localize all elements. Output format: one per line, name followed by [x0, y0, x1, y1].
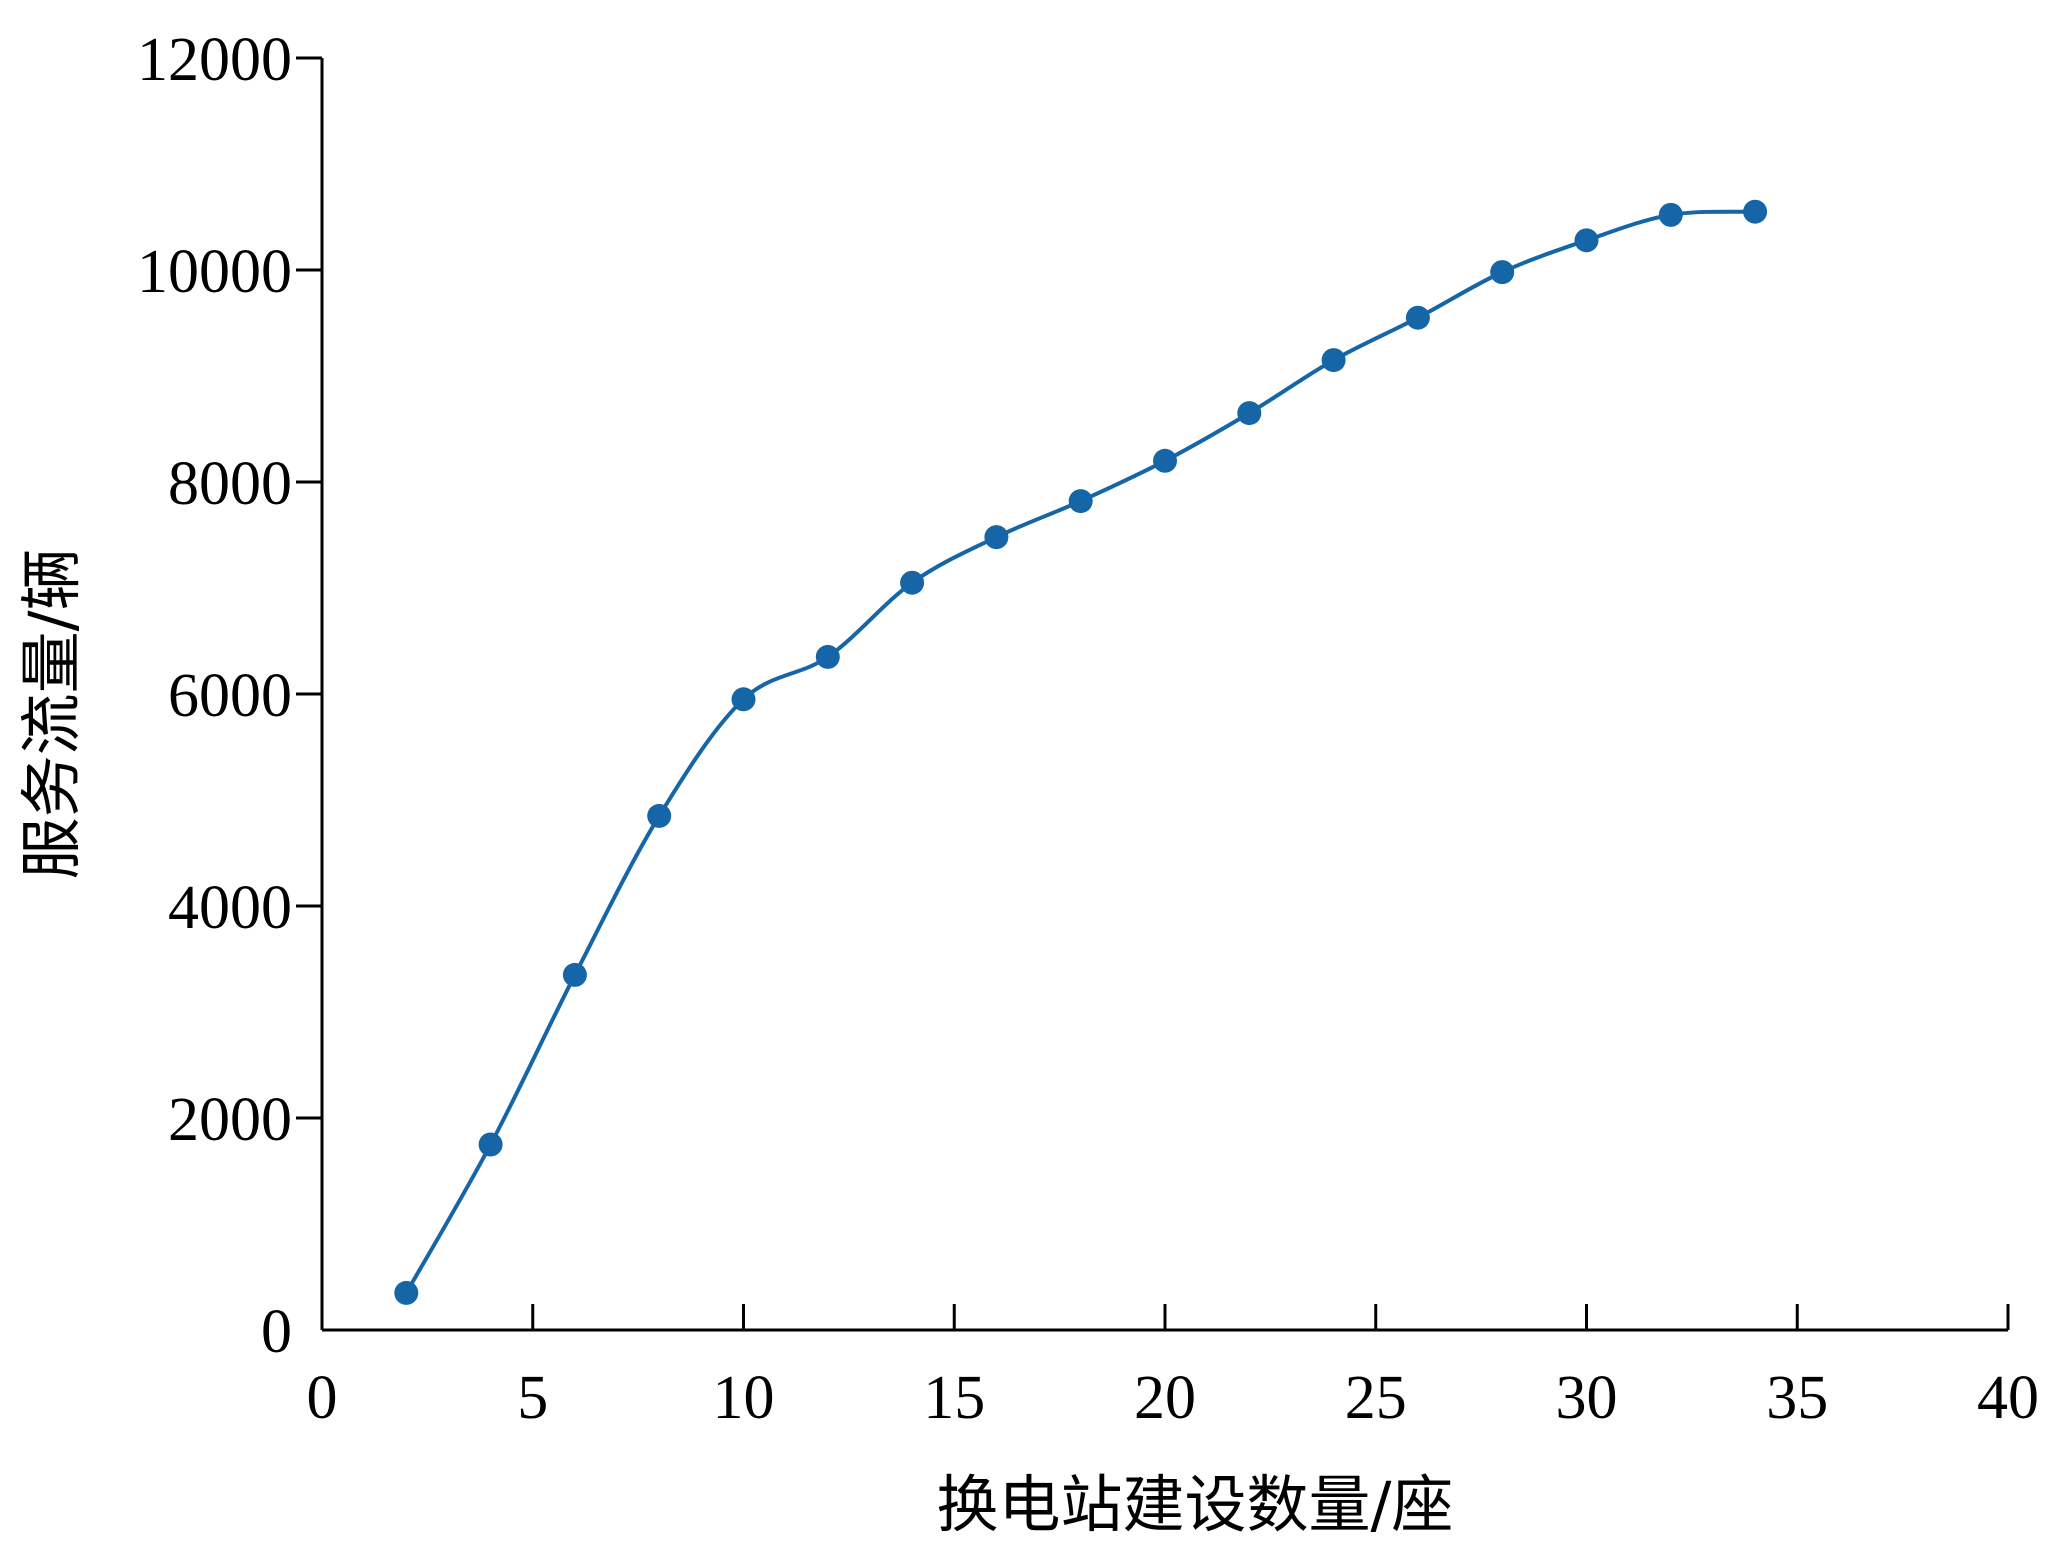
- data-point: [562, 962, 587, 987]
- data-point: [394, 1280, 419, 1305]
- x-ticks: 0 5 10 15 20 25 30 35 40: [307, 1304, 2039, 1432]
- data-point: [1490, 260, 1515, 285]
- data-point: [984, 525, 1009, 550]
- y-tick-label: 10000: [137, 238, 292, 306]
- y-tick-label: 6000: [168, 662, 292, 730]
- y-tick-label: 0: [261, 1298, 292, 1366]
- data-point: [1321, 348, 1346, 373]
- x-tick-label: 15: [923, 1364, 985, 1432]
- data-point: [1574, 228, 1599, 253]
- data-point: [1068, 489, 1093, 514]
- x-tick-label: 35: [1766, 1364, 1828, 1432]
- x-tick-label: 20: [1134, 1364, 1196, 1432]
- data-point: [647, 803, 672, 828]
- x-tick-label: 10: [713, 1364, 775, 1432]
- data-point: [815, 644, 840, 669]
- data-point: [478, 1132, 503, 1157]
- y-tick-label: 8000: [168, 450, 292, 518]
- data-point: [1658, 202, 1683, 227]
- y-tick-label: 4000: [168, 874, 292, 942]
- x-tick-label: 30: [1556, 1364, 1618, 1432]
- data-point: [731, 687, 756, 712]
- x-tick-label: 0: [307, 1364, 338, 1432]
- y-tick-label: 2000: [168, 1086, 292, 1154]
- data-point: [900, 570, 925, 595]
- axes: [320, 58, 2008, 1332]
- x-tick-label: 25: [1345, 1364, 1407, 1432]
- y-ticks: 0 2000 4000 6000 8000 10000 12000: [137, 26, 322, 1366]
- plot-series: [394, 199, 1768, 1305]
- y-tick-label: 12000: [137, 26, 292, 94]
- series-line: [404, 209, 1756, 1294]
- y-axis-title: 服务流量/辆: [15, 549, 88, 880]
- x-tick-label: 5: [517, 1364, 548, 1432]
- data-point: [1405, 305, 1430, 330]
- data-point: [1237, 401, 1262, 426]
- data-point: [1743, 199, 1768, 224]
- x-tick-label: 40: [1977, 1364, 2039, 1432]
- data-point: [1153, 448, 1177, 473]
- x-axis-title: 换电站建设数量/座: [937, 1468, 1454, 1541]
